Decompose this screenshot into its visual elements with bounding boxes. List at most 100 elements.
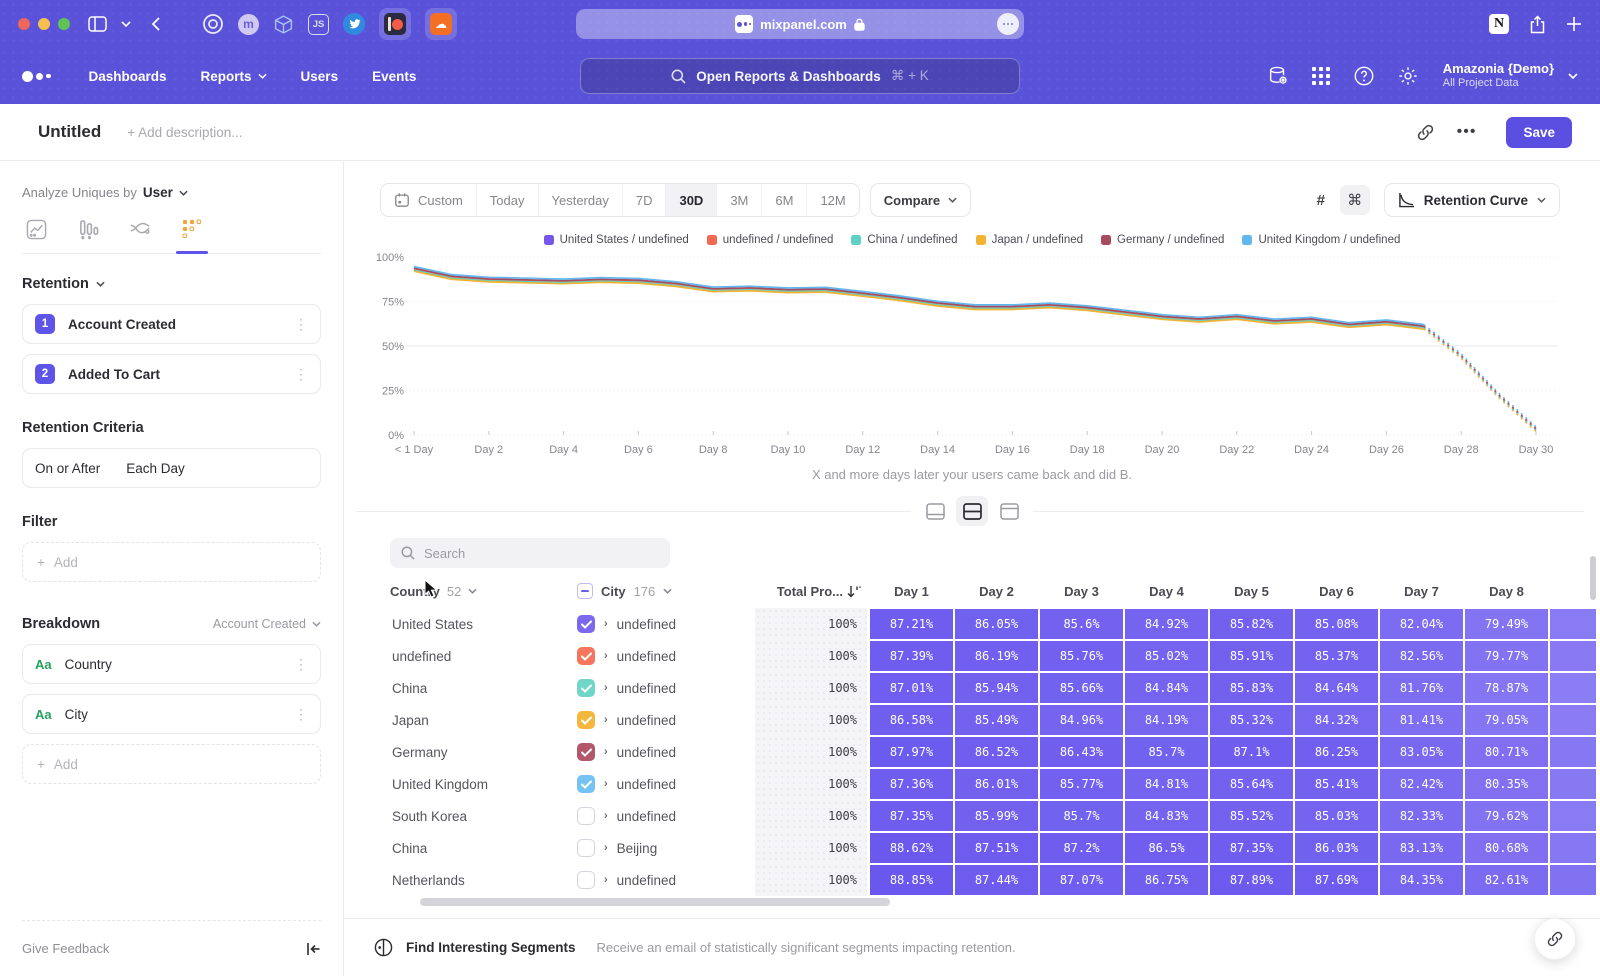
column-city[interactable]: City 176: [577, 583, 755, 599]
sidebar-toggle-icon[interactable]: [88, 16, 107, 32]
new-tab-icon[interactable]: [1566, 16, 1582, 32]
chevron-right-icon[interactable]: ›: [604, 874, 608, 886]
back-icon[interactable]: [151, 17, 160, 31]
column-day-5[interactable]: Day 5: [1234, 583, 1269, 599]
tab-insights-icon[interactable]: [24, 218, 48, 240]
vertical-scrollbar[interactable]: [1590, 556, 1596, 600]
chevron-right-icon[interactable]: ›: [604, 682, 608, 694]
global-search[interactable]: Open Reports & Dashboards ⌘ + K: [580, 58, 1020, 94]
row-checkbox[interactable]: [577, 871, 595, 889]
row-country-label[interactable]: undefined: [392, 648, 452, 664]
copy-link-icon[interactable]: [1416, 123, 1435, 142]
maximize-window-button[interactable]: [58, 18, 70, 30]
chevron-right-icon[interactable]: ›: [604, 650, 608, 662]
project-switcher[interactable]: Amazonia {Demo} All Project Data: [1443, 61, 1554, 91]
nav-item-reports[interactable]: Reports: [201, 69, 267, 84]
column-day-4[interactable]: Day 4: [1149, 583, 1184, 599]
nav-item-users[interactable]: Users: [301, 69, 339, 84]
row-country-label[interactable]: Netherlands: [392, 872, 465, 888]
column-day-1[interactable]: Day 1: [894, 583, 929, 599]
add-breakdown-button[interactable]: + Add: [22, 744, 321, 784]
row-checkbox[interactable]: [577, 775, 595, 793]
legend-item[interactable]: China / undefined: [851, 234, 958, 246]
column-day-7[interactable]: Day 7: [1404, 583, 1439, 599]
chevron-right-icon[interactable]: ›: [604, 746, 608, 758]
chevron-right-icon[interactable]: ›: [604, 842, 608, 854]
retention-step-a[interactable]: 1 Account Created ⋮: [22, 304, 321, 344]
range-30d[interactable]: 30D: [665, 184, 717, 216]
row-country-label[interactable]: China: [392, 680, 428, 696]
criteria-interval[interactable]: Each Day: [126, 460, 185, 476]
legend-item[interactable]: Germany / undefined: [1101, 234, 1224, 246]
share-icon[interactable]: [1529, 14, 1546, 34]
compare-button[interactable]: Compare: [869, 183, 972, 217]
legend-item[interactable]: Japan / undefined: [975, 234, 1083, 246]
row-checkbox[interactable]: [577, 615, 595, 633]
nav-item-events[interactable]: Events: [372, 69, 416, 84]
report-title[interactable]: Untitled: [38, 122, 102, 141]
row-checkbox[interactable]: [577, 807, 595, 825]
breakdown-city[interactable]: Aa City ⋮: [22, 694, 321, 734]
notion-extension-icon[interactable]: N: [1489, 14, 1509, 34]
chart-type-select[interactable]: Retention Curve: [1383, 183, 1560, 217]
column-day-3[interactable]: Day 3: [1064, 583, 1099, 599]
column-day-8[interactable]: Day 8: [1489, 583, 1524, 599]
chevron-right-icon[interactable]: ›: [604, 810, 608, 822]
data-management-icon[interactable]: [1267, 65, 1289, 87]
avatar-m-icon[interactable]: m: [238, 13, 259, 35]
give-feedback-link[interactable]: Give Feedback: [22, 941, 110, 956]
tab-retention-icon[interactable]: [176, 218, 208, 254]
row-checkbox[interactable]: [577, 839, 595, 857]
row-country-label[interactable]: Japan: [392, 712, 429, 728]
chevron-right-icon[interactable]: ›: [604, 618, 608, 630]
retention-criteria-select[interactable]: On or After Each Day: [22, 448, 321, 488]
row-checkbox[interactable]: [577, 743, 595, 761]
analyze-value[interactable]: User: [142, 185, 173, 200]
chevron-right-icon[interactable]: ›: [604, 714, 608, 726]
close-window-button[interactable]: [18, 18, 30, 30]
absolute-numbers-toggle[interactable]: #: [1316, 191, 1325, 209]
add-filter-button[interactable]: + Add: [22, 542, 321, 582]
url-bar[interactable]: mixpanel.com: [576, 9, 1024, 39]
range-today[interactable]: Today: [475, 184, 538, 216]
layout-chart-only-button[interactable]: [919, 496, 951, 526]
row-checkbox[interactable]: [577, 647, 595, 665]
report-description-placeholder[interactable]: + Add description...: [127, 124, 243, 140]
select-all-checkbox[interactable]: [577, 583, 593, 599]
layout-split-button[interactable]: [956, 496, 988, 526]
kebab-menu-icon[interactable]: ⋮: [294, 365, 308, 382]
onepassword-icon[interactable]: [202, 13, 224, 35]
project-chevron-icon[interactable]: [1568, 73, 1578, 79]
row-country-label[interactable]: Germany: [392, 744, 448, 760]
soundcloud-icon[interactable]: ☁: [425, 8, 457, 40]
table-search-input[interactable]: Search: [390, 538, 670, 568]
horizontal-scrollbar[interactable]: [420, 898, 890, 906]
row-checkbox[interactable]: [577, 711, 595, 729]
segments-title[interactable]: Find Interesting Segments: [406, 940, 576, 955]
column-country[interactable]: Country 52: [390, 584, 577, 599]
minimize-window-button[interactable]: [38, 18, 50, 30]
criteria-mode[interactable]: On or After: [35, 460, 101, 476]
range-custom[interactable]: Custom: [381, 184, 476, 216]
layout-table-only-button[interactable]: [993, 496, 1025, 526]
range-3m[interactable]: 3M: [716, 184, 761, 216]
column-day-6[interactable]: Day 6: [1319, 583, 1354, 599]
nav-item-dashboards[interactable]: Dashboards: [89, 69, 167, 84]
kebab-menu-icon[interactable]: ⋮: [294, 705, 308, 722]
breakdown-scope-select[interactable]: Account Created: [213, 617, 321, 631]
more-options-button[interactable]: •••: [1456, 123, 1477, 140]
save-button[interactable]: Save: [1506, 116, 1572, 148]
codesandbox-icon[interactable]: [273, 14, 294, 35]
retention-step-b[interactable]: 2 Added To Cart ⋮: [22, 354, 321, 394]
row-country-label[interactable]: United States: [392, 616, 474, 632]
legend-item[interactable]: undefined / undefined: [706, 234, 833, 246]
shortcuts-toggle[interactable]: ⌘: [1339, 185, 1370, 215]
column-total-sorted[interactable]: Total Pro...: [755, 584, 867, 599]
column-day-2[interactable]: Day 2: [979, 583, 1014, 599]
row-checkbox[interactable]: [577, 679, 595, 697]
row-country-label[interactable]: South Korea: [392, 808, 468, 824]
javascript-icon[interactable]: JS: [308, 13, 329, 35]
share-report-floating-button[interactable]: [1534, 918, 1576, 960]
tab-flows-icon[interactable]: [128, 218, 152, 240]
row-country-label[interactable]: United Kingdom: [392, 776, 489, 792]
